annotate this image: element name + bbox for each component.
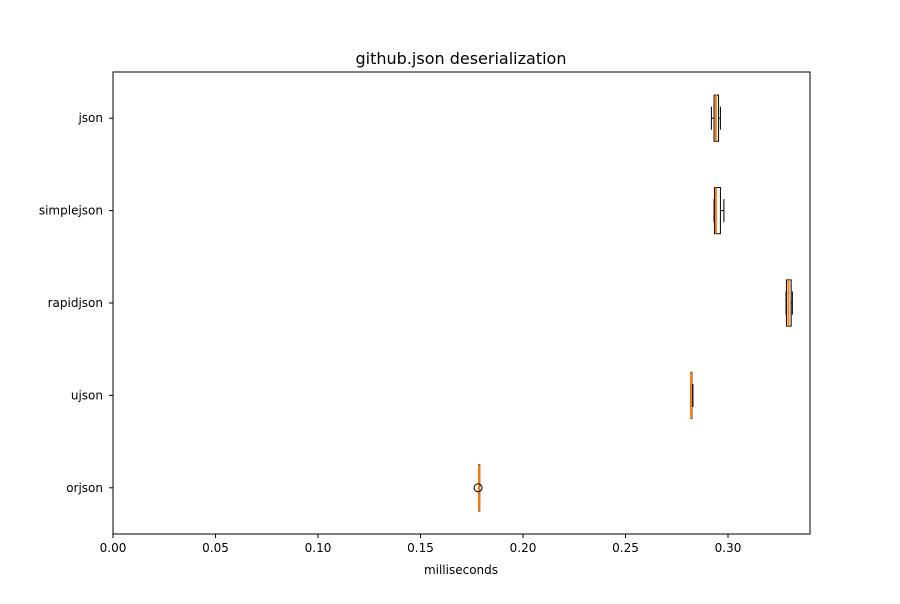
- outlier-point: [473, 483, 483, 493]
- y-tick-label: rapidjson: [48, 296, 103, 310]
- y-tick-label: json: [77, 111, 103, 125]
- y-tick-label: ujson: [71, 388, 103, 402]
- x-tick-label: 0.05: [202, 541, 229, 555]
- chart-title: github.json deserialization: [356, 49, 567, 68]
- x-tick-label: 0.25: [612, 541, 639, 555]
- x-tick-label: 0.30: [715, 541, 742, 555]
- box-iqr: [713, 187, 721, 235]
- box-simplejson: [713, 187, 725, 235]
- x-tick-label: 0.00: [100, 541, 127, 555]
- plot-area-frame: [112, 71, 811, 535]
- y-tick-label: orjson: [66, 481, 103, 495]
- box-json: [710, 94, 721, 142]
- x-tick-label: 0.10: [305, 541, 332, 555]
- x-tick-label: 0.15: [407, 541, 434, 555]
- boxes-layer: [473, 94, 793, 512]
- y-axis-ticks: json simplejson rapidjson ujson orjson: [39, 111, 113, 495]
- x-axis-label: milliseconds: [424, 563, 498, 577]
- x-axis-ticks: 0.00 0.05 0.10 0.15 0.20 0.25 0.30: [100, 534, 742, 555]
- x-tick-label: 0.20: [510, 541, 537, 555]
- box-ujson: [689, 371, 694, 419]
- box-rapidjson: [785, 279, 793, 327]
- y-tick-label: simplejson: [39, 204, 103, 218]
- box-orjson: [473, 464, 483, 512]
